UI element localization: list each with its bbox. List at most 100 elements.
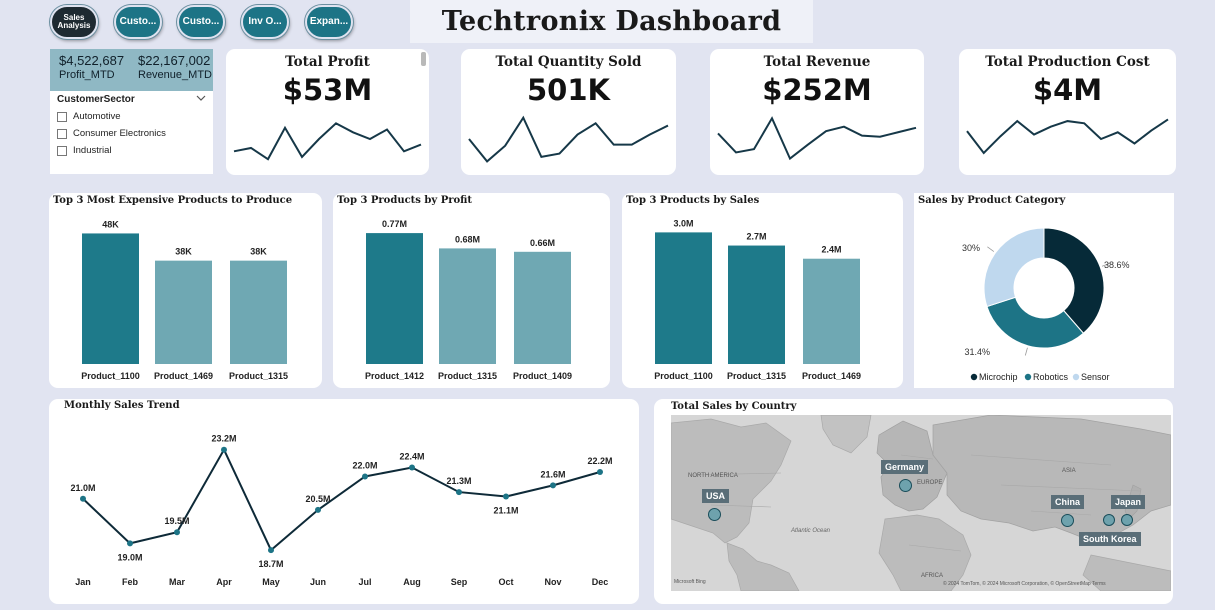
country-label-usa: USA <box>702 489 730 503</box>
map-attribution[interactable]: © 2024 TomTom, © 2024 Microsoft Corporat… <box>943 581 1106 587</box>
slicer-title: CustomerSector <box>57 94 135 105</box>
nav-customer-button[interactable]: Custo... <box>114 5 162 39</box>
kpi-card-total-revenue: Total Revenue $252M <box>710 49 924 175</box>
data-point[interactable] <box>127 540 133 547</box>
map-bubble-south-korea[interactable] <box>1103 514 1115 526</box>
country-label-china: China <box>1051 495 1085 509</box>
slicer-option-industrial[interactable]: Industrial <box>57 145 206 156</box>
leader-line <box>987 246 995 252</box>
x-tick-label: Feb <box>122 577 139 587</box>
line-series <box>82 447 601 552</box>
data-point[interactable] <box>362 473 368 480</box>
data-point[interactable] <box>597 469 603 475</box>
checkbox[interactable] <box>57 145 67 156</box>
kpi-sparkline <box>233 122 422 161</box>
category-label: Product_1315 <box>229 371 288 381</box>
line-chart: 21.0M Jan 19.0M Feb 19.5M Mar 23.2M Apr 18.7M May… <box>70 434 612 587</box>
revenue-mtd-label: Revenue_MTD <box>138 69 212 81</box>
profit-mtd-value: $4,522,687 <box>59 53 125 68</box>
checkbox[interactable] <box>57 111 67 122</box>
nav-inventory-button[interactable]: Inv O... <box>241 5 289 39</box>
scrollbar[interactable] <box>421 52 426 66</box>
donut-slice[interactable] <box>1043 227 1105 334</box>
category-label: Product_1412 <box>365 371 424 381</box>
mtd-metrics: $4,522,687 Profit_MTD $22,167,002 Revenu… <box>50 49 213 91</box>
world-map[interactable]: NORTH AMERICA EUROPE ASIA AFRICA Atlanti… <box>671 415 1171 591</box>
data-label: 48K <box>102 219 119 229</box>
data-label: 19.0M <box>117 552 142 562</box>
dashboard-title-box: Techtronix Dashboard <box>410 0 813 43</box>
data-point[interactable] <box>409 464 415 471</box>
nav-label: Sales Analysis <box>57 12 91 30</box>
map-bubble-japan[interactable] <box>1121 514 1133 526</box>
donut-slice[interactable] <box>986 296 1085 349</box>
bar[interactable] <box>655 232 712 364</box>
data-label: 0.68M <box>455 234 480 244</box>
data-label: 18.7M <box>258 559 283 569</box>
data-point[interactable] <box>80 495 86 502</box>
leader-line <box>1101 263 1110 267</box>
data-label: 2.4M <box>821 245 841 255</box>
kpi-card-total-quantity-sold: Total Quantity Sold 501K <box>461 49 676 175</box>
data-label: 21.3M <box>446 476 471 486</box>
x-tick-label: Mar <box>169 577 186 587</box>
data-point[interactable] <box>174 529 180 536</box>
map-bubble-usa[interactable] <box>708 508 721 521</box>
chevron-down-icon[interactable] <box>196 94 206 105</box>
data-label: 22.4M <box>399 452 424 462</box>
kpi-card-total-production-cost: Total Production Cost $4M <box>959 49 1176 175</box>
legend-label: Microchip <box>979 372 1018 382</box>
data-point[interactable] <box>550 482 556 489</box>
country-label-germany: Germany <box>881 460 929 474</box>
bar[interactable] <box>728 245 785 364</box>
sparkline-series <box>468 115 669 163</box>
data-point[interactable] <box>315 506 321 513</box>
kpi-value: $4M <box>1032 73 1103 107</box>
legend-marker <box>1024 373 1032 381</box>
nav-label: Custo... <box>119 15 157 27</box>
nav-label: Custo... <box>182 15 220 27</box>
kpi-sparkline <box>966 118 1169 155</box>
chart-title: Top 3 Most Expensive Products to Produce <box>53 195 293 206</box>
checkbox[interactable] <box>57 128 67 139</box>
legend-marker <box>1072 373 1080 381</box>
bar[interactable] <box>230 260 287 364</box>
data-label: 20.5M <box>305 494 330 504</box>
bar[interactable] <box>155 260 212 364</box>
slicer-option-automotive[interactable]: Automotive <box>57 111 206 122</box>
dashboard-title: Techtronix Dashboard <box>441 6 782 37</box>
bar[interactable] <box>439 248 496 364</box>
category-label: Product_1315 <box>727 371 786 381</box>
x-tick-label: Jul <box>358 577 371 587</box>
kpi-title: Total Production Cost <box>985 54 1150 70</box>
chart-sales-by-category: Sales by Product Category 38.6% 31.4% 30% M… <box>914 193 1174 388</box>
x-tick-label: Apr <box>216 577 232 587</box>
data-label: 21.0M <box>70 483 95 493</box>
legend-marker <box>970 373 978 381</box>
nav-sales-analysis-button[interactable]: Sales Analysis <box>50 5 98 39</box>
donut-chart: 38.6% 31.4% 30% Microchip Robotics Sensor <box>962 227 1130 382</box>
map-bubble-germany[interactable] <box>899 479 912 492</box>
bing-logo: Microsoft Bing <box>674 579 706 585</box>
bar[interactable] <box>803 258 860 364</box>
category-label: Product_1100 <box>81 371 140 381</box>
nav-customer-2-button[interactable]: Custo... <box>177 5 225 39</box>
donut-slice[interactable] <box>983 227 1045 308</box>
bar[interactable] <box>82 233 139 364</box>
bar[interactable] <box>514 251 571 364</box>
data-point[interactable] <box>268 547 274 554</box>
sparkline-series <box>966 118 1169 155</box>
bar[interactable] <box>366 233 423 364</box>
slicer-option-consumer-electronics[interactable]: Consumer Electronics <box>57 128 206 139</box>
data-point[interactable] <box>221 446 227 453</box>
kpi-sparkline <box>717 116 917 161</box>
nav-label: Expan... <box>309 15 349 27</box>
map-bubble-china[interactable] <box>1061 514 1074 527</box>
data-point[interactable] <box>503 493 509 500</box>
nav-expansion-button[interactable]: Expan... <box>305 5 353 39</box>
map-background <box>671 415 1171 591</box>
kpi-card-total-profit: Total Profit $53M <box>226 49 429 175</box>
category-label: Product_1315 <box>438 371 497 381</box>
category-label: Product_1409 <box>513 371 572 381</box>
data-point[interactable] <box>456 489 462 496</box>
